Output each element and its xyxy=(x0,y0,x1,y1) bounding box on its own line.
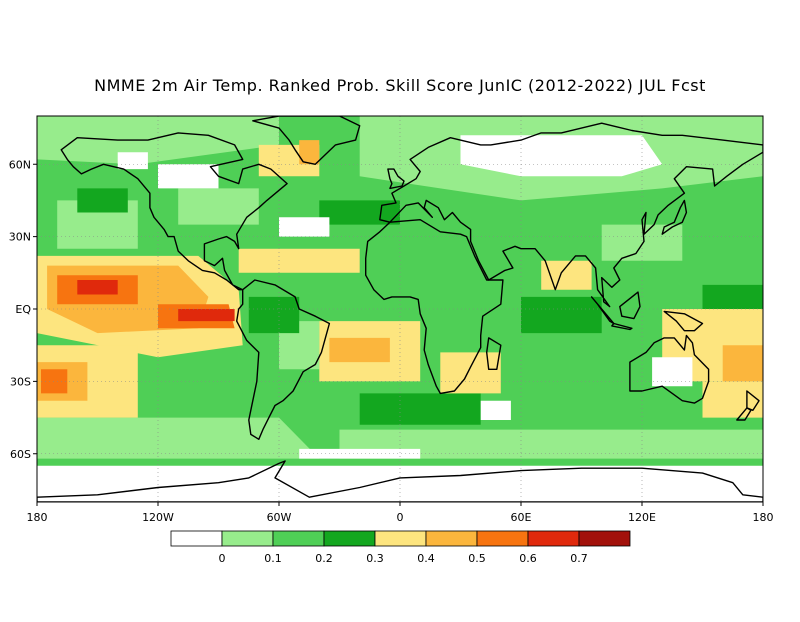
coastline xyxy=(661,199,688,235)
latitude-tick-label: EQ xyxy=(15,303,31,316)
latitude-tick-label: 60N xyxy=(9,158,31,171)
colorbar-swatch xyxy=(425,530,478,547)
skill-region xyxy=(299,140,320,165)
longitude-tick-label: 180 xyxy=(753,511,774,524)
coastline xyxy=(37,460,763,502)
colorbar-swatch xyxy=(272,530,325,547)
colorbar-label: 0.7 xyxy=(570,552,588,565)
coastline xyxy=(629,334,710,404)
skill-region xyxy=(178,309,235,322)
coastline xyxy=(746,390,760,411)
longitude-tick-label: 0 xyxy=(397,511,404,524)
skill-region xyxy=(77,188,128,213)
graticule xyxy=(37,116,763,502)
colorbar-swatch xyxy=(323,530,376,547)
coastline xyxy=(663,310,704,332)
longitude-tick-label: 180 xyxy=(27,511,48,524)
coastline xyxy=(590,296,615,325)
longitude-axis: 180 120W 60W 0 60E 120E 180 xyxy=(27,502,774,524)
coastline xyxy=(379,122,763,308)
skill-region xyxy=(541,260,592,290)
longitude-tick-label: 60W xyxy=(267,511,292,524)
skill-region xyxy=(339,429,763,459)
coastline xyxy=(619,291,641,320)
skill-region xyxy=(440,352,501,394)
latitude-tick-label: 30N xyxy=(9,231,31,244)
skill-region xyxy=(329,337,390,363)
colorbar-swatch xyxy=(170,530,223,547)
latitude-tick-label: 60S xyxy=(10,448,31,461)
longitude-tick-label: 120E xyxy=(628,511,656,524)
skill-region xyxy=(37,465,763,502)
colorbar-swatch xyxy=(476,530,529,547)
colorbar-swatch xyxy=(578,530,631,547)
coastline xyxy=(365,218,504,395)
skill-region xyxy=(652,357,693,387)
map-title: NMME 2m Air Temp. Ranked Prob. Skill Sco… xyxy=(94,76,706,95)
skill-region xyxy=(248,296,300,334)
latitude-axis: 60N 30N EQ 30S 60S xyxy=(9,158,37,461)
skill-region xyxy=(521,296,602,334)
colorbar-label: 0 xyxy=(219,552,226,565)
colorbar-label: 0.5 xyxy=(468,552,486,565)
coastline xyxy=(387,168,405,190)
coastline xyxy=(486,337,502,370)
skill-region xyxy=(279,217,330,237)
coastline xyxy=(611,322,633,331)
latitude-tick-label: 30S xyxy=(10,375,31,388)
coastline xyxy=(736,407,752,421)
skill-region xyxy=(77,280,118,295)
coastline xyxy=(252,116,361,166)
colorbar-label: 0.1 xyxy=(264,552,282,565)
skill-region xyxy=(299,448,421,459)
skill-region xyxy=(359,393,481,425)
skill-region xyxy=(460,135,663,177)
colorbar-label: 0.6 xyxy=(519,552,537,565)
longitude-tick-label: 120W xyxy=(142,511,174,524)
skill-region xyxy=(480,400,511,420)
skill-region xyxy=(117,152,148,170)
skill-region xyxy=(41,369,68,394)
colorbar-label: 0.2 xyxy=(315,552,333,565)
colorbar-swatch xyxy=(374,530,427,547)
skill-region xyxy=(158,164,219,189)
coastline xyxy=(60,132,288,291)
skill-region xyxy=(178,188,259,225)
coastlines xyxy=(37,116,763,502)
skill-region xyxy=(37,417,320,459)
skill-region xyxy=(238,248,360,273)
colorbar-swatch xyxy=(221,530,274,547)
colorbar: 0 0.1 0.2 0.3 0.4 0.5 0.6 0.7 xyxy=(170,530,631,565)
skill-region xyxy=(702,381,763,418)
coastline xyxy=(235,279,331,440)
colorbar-label: 0.3 xyxy=(366,552,384,565)
skill-region xyxy=(279,321,320,370)
colorbar-label: 0.4 xyxy=(417,552,435,565)
colorbar-swatch xyxy=(527,530,580,547)
skill-region xyxy=(601,224,683,261)
longitude-tick-label: 60E xyxy=(511,511,532,524)
skill-region xyxy=(722,345,763,382)
